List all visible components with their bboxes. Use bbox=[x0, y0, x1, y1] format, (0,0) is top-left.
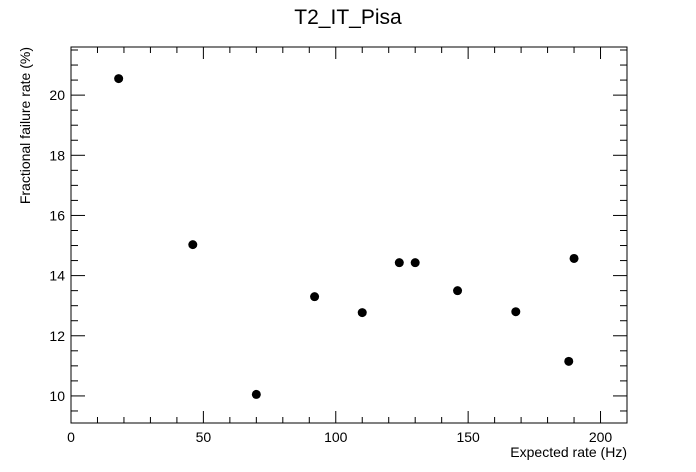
x-axis-ticks: 0 50 100 150 200 bbox=[67, 47, 612, 445]
x-axis-label: Expected rate (Hz) bbox=[510, 444, 627, 460]
data-point bbox=[453, 286, 463, 296]
y-tick-label: 20 bbox=[49, 87, 65, 103]
x-tick-label: 150 bbox=[456, 429, 480, 445]
y-tick-label: 16 bbox=[49, 207, 65, 223]
data-point bbox=[569, 253, 579, 263]
y-minor-ticks bbox=[71, 49, 627, 412]
x-tick-label: 100 bbox=[324, 429, 348, 445]
y-axis-label: Fractional failure rate (%) bbox=[17, 47, 33, 204]
data-point bbox=[188, 240, 198, 250]
data-point bbox=[357, 308, 367, 318]
x-tick-label: 50 bbox=[196, 429, 212, 445]
x-tick-label: 200 bbox=[589, 429, 613, 445]
y-tick-label: 10 bbox=[49, 388, 65, 404]
x-tick-label: 0 bbox=[67, 429, 75, 445]
data-point bbox=[511, 307, 521, 317]
y-axis-ticks: 10 12 14 16 18 20 bbox=[49, 87, 627, 404]
y-tick-label: 18 bbox=[49, 147, 65, 163]
y-tick-label: 12 bbox=[49, 328, 65, 344]
data-point bbox=[410, 258, 420, 268]
data-point bbox=[394, 258, 404, 268]
data-point bbox=[114, 74, 124, 84]
data-point bbox=[564, 356, 574, 366]
data-points bbox=[114, 74, 579, 399]
y-tick-label: 14 bbox=[49, 268, 65, 284]
data-point bbox=[310, 292, 320, 302]
plot-frame bbox=[70, 46, 628, 424]
x-minor-ticks bbox=[96, 47, 575, 423]
data-point bbox=[251, 389, 261, 399]
chart-title: T2_IT_Pisa bbox=[294, 6, 402, 29]
